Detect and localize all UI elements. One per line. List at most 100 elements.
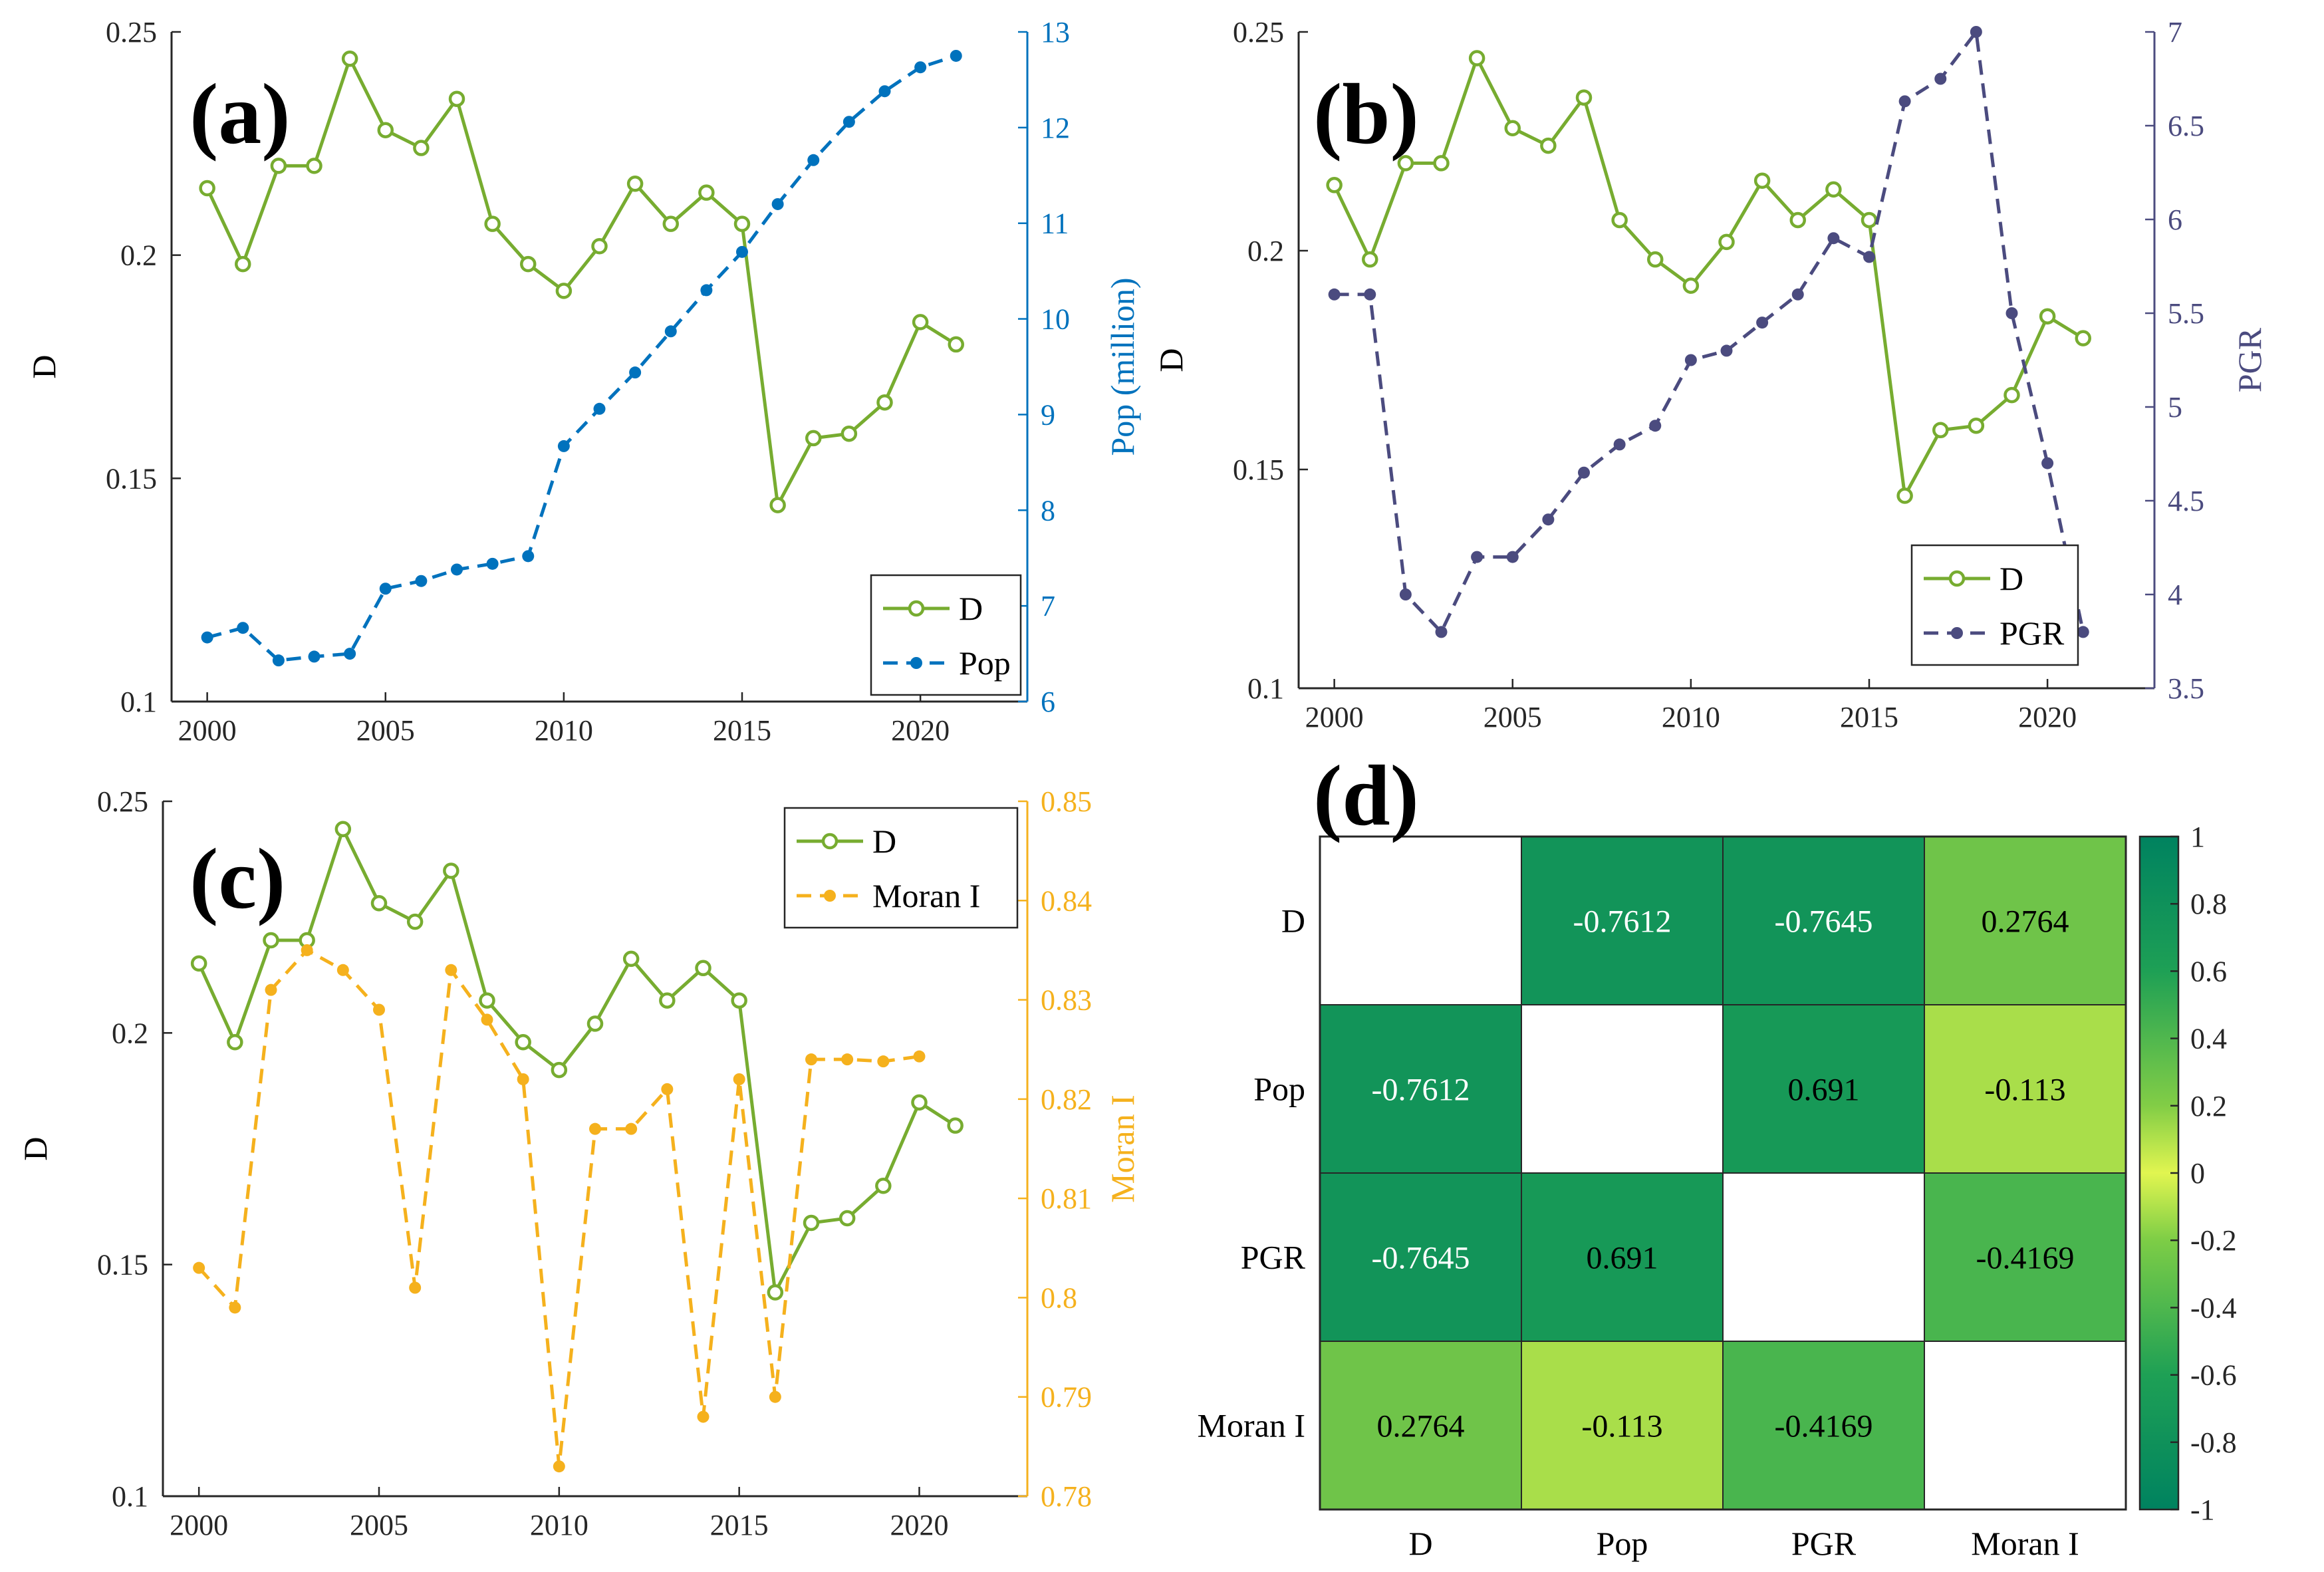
left-tick-label: 0.25 bbox=[1233, 16, 1284, 49]
heatmap-cell bbox=[1924, 1172, 2127, 1342]
heatmap-cell-value: -0.7645 bbox=[1775, 904, 1873, 940]
heatmap-cell-value: -0.4169 bbox=[1976, 1241, 2075, 1276]
right-tick-label: 0.81 bbox=[1041, 1182, 1092, 1215]
data-point bbox=[1575, 89, 1593, 106]
legend: D PGR bbox=[1910, 544, 2079, 666]
data-point bbox=[265, 983, 277, 996]
data-point bbox=[841, 1053, 854, 1066]
data-point bbox=[481, 1013, 493, 1026]
data-point bbox=[2077, 626, 2089, 638]
heatmap-cell-value: 0.2764 bbox=[1982, 904, 2069, 940]
data-point bbox=[950, 49, 962, 62]
heatmap-cell bbox=[1319, 1341, 1522, 1510]
data-point bbox=[2005, 307, 2018, 319]
heatmap-cell bbox=[1319, 836, 1522, 1005]
legend-swatch-marker bbox=[1948, 570, 1966, 587]
data-point bbox=[479, 992, 495, 1009]
data-point bbox=[1968, 417, 1985, 434]
left-tick-label: 0.15 bbox=[97, 1249, 148, 1281]
data-point bbox=[1613, 438, 1626, 451]
legend-swatch-marker bbox=[824, 890, 836, 902]
data-point bbox=[1326, 177, 1343, 194]
data-point bbox=[237, 622, 249, 634]
data-point bbox=[443, 862, 459, 879]
heatmap-cell bbox=[1521, 1172, 1724, 1342]
data-point bbox=[370, 895, 388, 912]
data-point bbox=[767, 1284, 784, 1301]
legend-swatch-marker bbox=[1951, 627, 1963, 639]
right-axis-label: Pop (million) bbox=[1104, 277, 1141, 456]
right-tick-label: 7 bbox=[1041, 590, 1055, 622]
right-tick-label: 0.78 bbox=[1041, 1480, 1092, 1513]
data-point bbox=[341, 51, 358, 67]
heatmap-cell bbox=[1924, 836, 2127, 1005]
data-point bbox=[733, 215, 751, 232]
data-point bbox=[1506, 551, 1519, 563]
right-tick-label: 5 bbox=[2168, 391, 2182, 424]
data-point bbox=[1825, 181, 1842, 198]
right-tick-label: 0.85 bbox=[1041, 785, 1092, 818]
series-line-d bbox=[1333, 54, 2085, 501]
data-point bbox=[1435, 626, 1448, 638]
data-point bbox=[840, 425, 858, 442]
right-tick-label: 0.79 bbox=[1041, 1381, 1092, 1414]
colorbar: -1 -0.8 -0.6 -0.4 -0.2 0 0.2 0.4 0.6 0.8 1 bbox=[2138, 821, 2237, 1526]
data-point bbox=[522, 550, 535, 563]
data-point bbox=[301, 944, 313, 956]
data-point bbox=[1934, 72, 1947, 85]
heatmap-cell bbox=[1722, 1341, 1925, 1510]
data-point bbox=[731, 992, 747, 1009]
data-point bbox=[557, 440, 570, 452]
colorbar-tick-label: 0.2 bbox=[2190, 1090, 2227, 1122]
data-point bbox=[2041, 457, 2054, 469]
data-point bbox=[733, 1073, 745, 1085]
data-point bbox=[515, 1034, 531, 1051]
data-point bbox=[1647, 251, 1664, 268]
heatmap-cell bbox=[1319, 1172, 1522, 1342]
data-point bbox=[803, 1214, 820, 1232]
data-point bbox=[700, 284, 713, 297]
heatmap-cell bbox=[1521, 1341, 1724, 1510]
heatmap-cell-value: -0.4169 bbox=[1775, 1409, 1873, 1444]
right-tick-label: 12 bbox=[1041, 112, 1070, 144]
data-point bbox=[1720, 344, 1733, 357]
left-tick-label: 0.2 bbox=[1247, 235, 1284, 267]
right-tick-label: 6 bbox=[1041, 686, 1055, 718]
heatmap-cell bbox=[1722, 836, 1925, 1005]
x-tick-label: 2020 bbox=[2018, 701, 2077, 733]
data-point bbox=[553, 1460, 565, 1473]
left-axis-label: D bbox=[25, 354, 63, 378]
data-point bbox=[272, 654, 285, 667]
right-tick-label: 4 bbox=[2168, 579, 2182, 611]
data-point bbox=[229, 1301, 241, 1314]
data-point bbox=[807, 154, 820, 166]
data-point bbox=[334, 821, 352, 838]
data-point bbox=[877, 1055, 890, 1068]
data-point bbox=[1397, 155, 1414, 172]
data-point bbox=[1471, 551, 1484, 563]
right-tick-label: 3.5 bbox=[2168, 672, 2204, 705]
series-line-pgr bbox=[1334, 27, 2085, 635]
data-point bbox=[659, 992, 676, 1009]
x-tick-label: 2005 bbox=[350, 1509, 408, 1541]
data-point bbox=[1789, 211, 1806, 229]
heatmap-x-label: Pop bbox=[1597, 1525, 1648, 1562]
colorbar-tick-label: 1 bbox=[2190, 821, 2205, 853]
data-point bbox=[1932, 422, 1949, 439]
series-line-moran-i bbox=[197, 948, 920, 1467]
data-point bbox=[520, 255, 537, 273]
heatmap-cell bbox=[1521, 1004, 1724, 1174]
data-point bbox=[1364, 288, 1376, 301]
legend-swatch-marker bbox=[908, 600, 925, 617]
heatmap-cell-value: -0.7645 bbox=[1372, 1241, 1470, 1276]
panel-label: (a) bbox=[190, 66, 291, 162]
data-point bbox=[263, 932, 279, 949]
right-tick-label: 11 bbox=[1041, 207, 1069, 240]
right-tick-label: 4.5 bbox=[2168, 485, 2204, 517]
data-point bbox=[1578, 466, 1590, 479]
data-point bbox=[625, 1122, 638, 1135]
data-point bbox=[736, 245, 748, 258]
data-point bbox=[769, 497, 786, 513]
data-point bbox=[2039, 308, 2056, 325]
data-point bbox=[664, 325, 677, 338]
